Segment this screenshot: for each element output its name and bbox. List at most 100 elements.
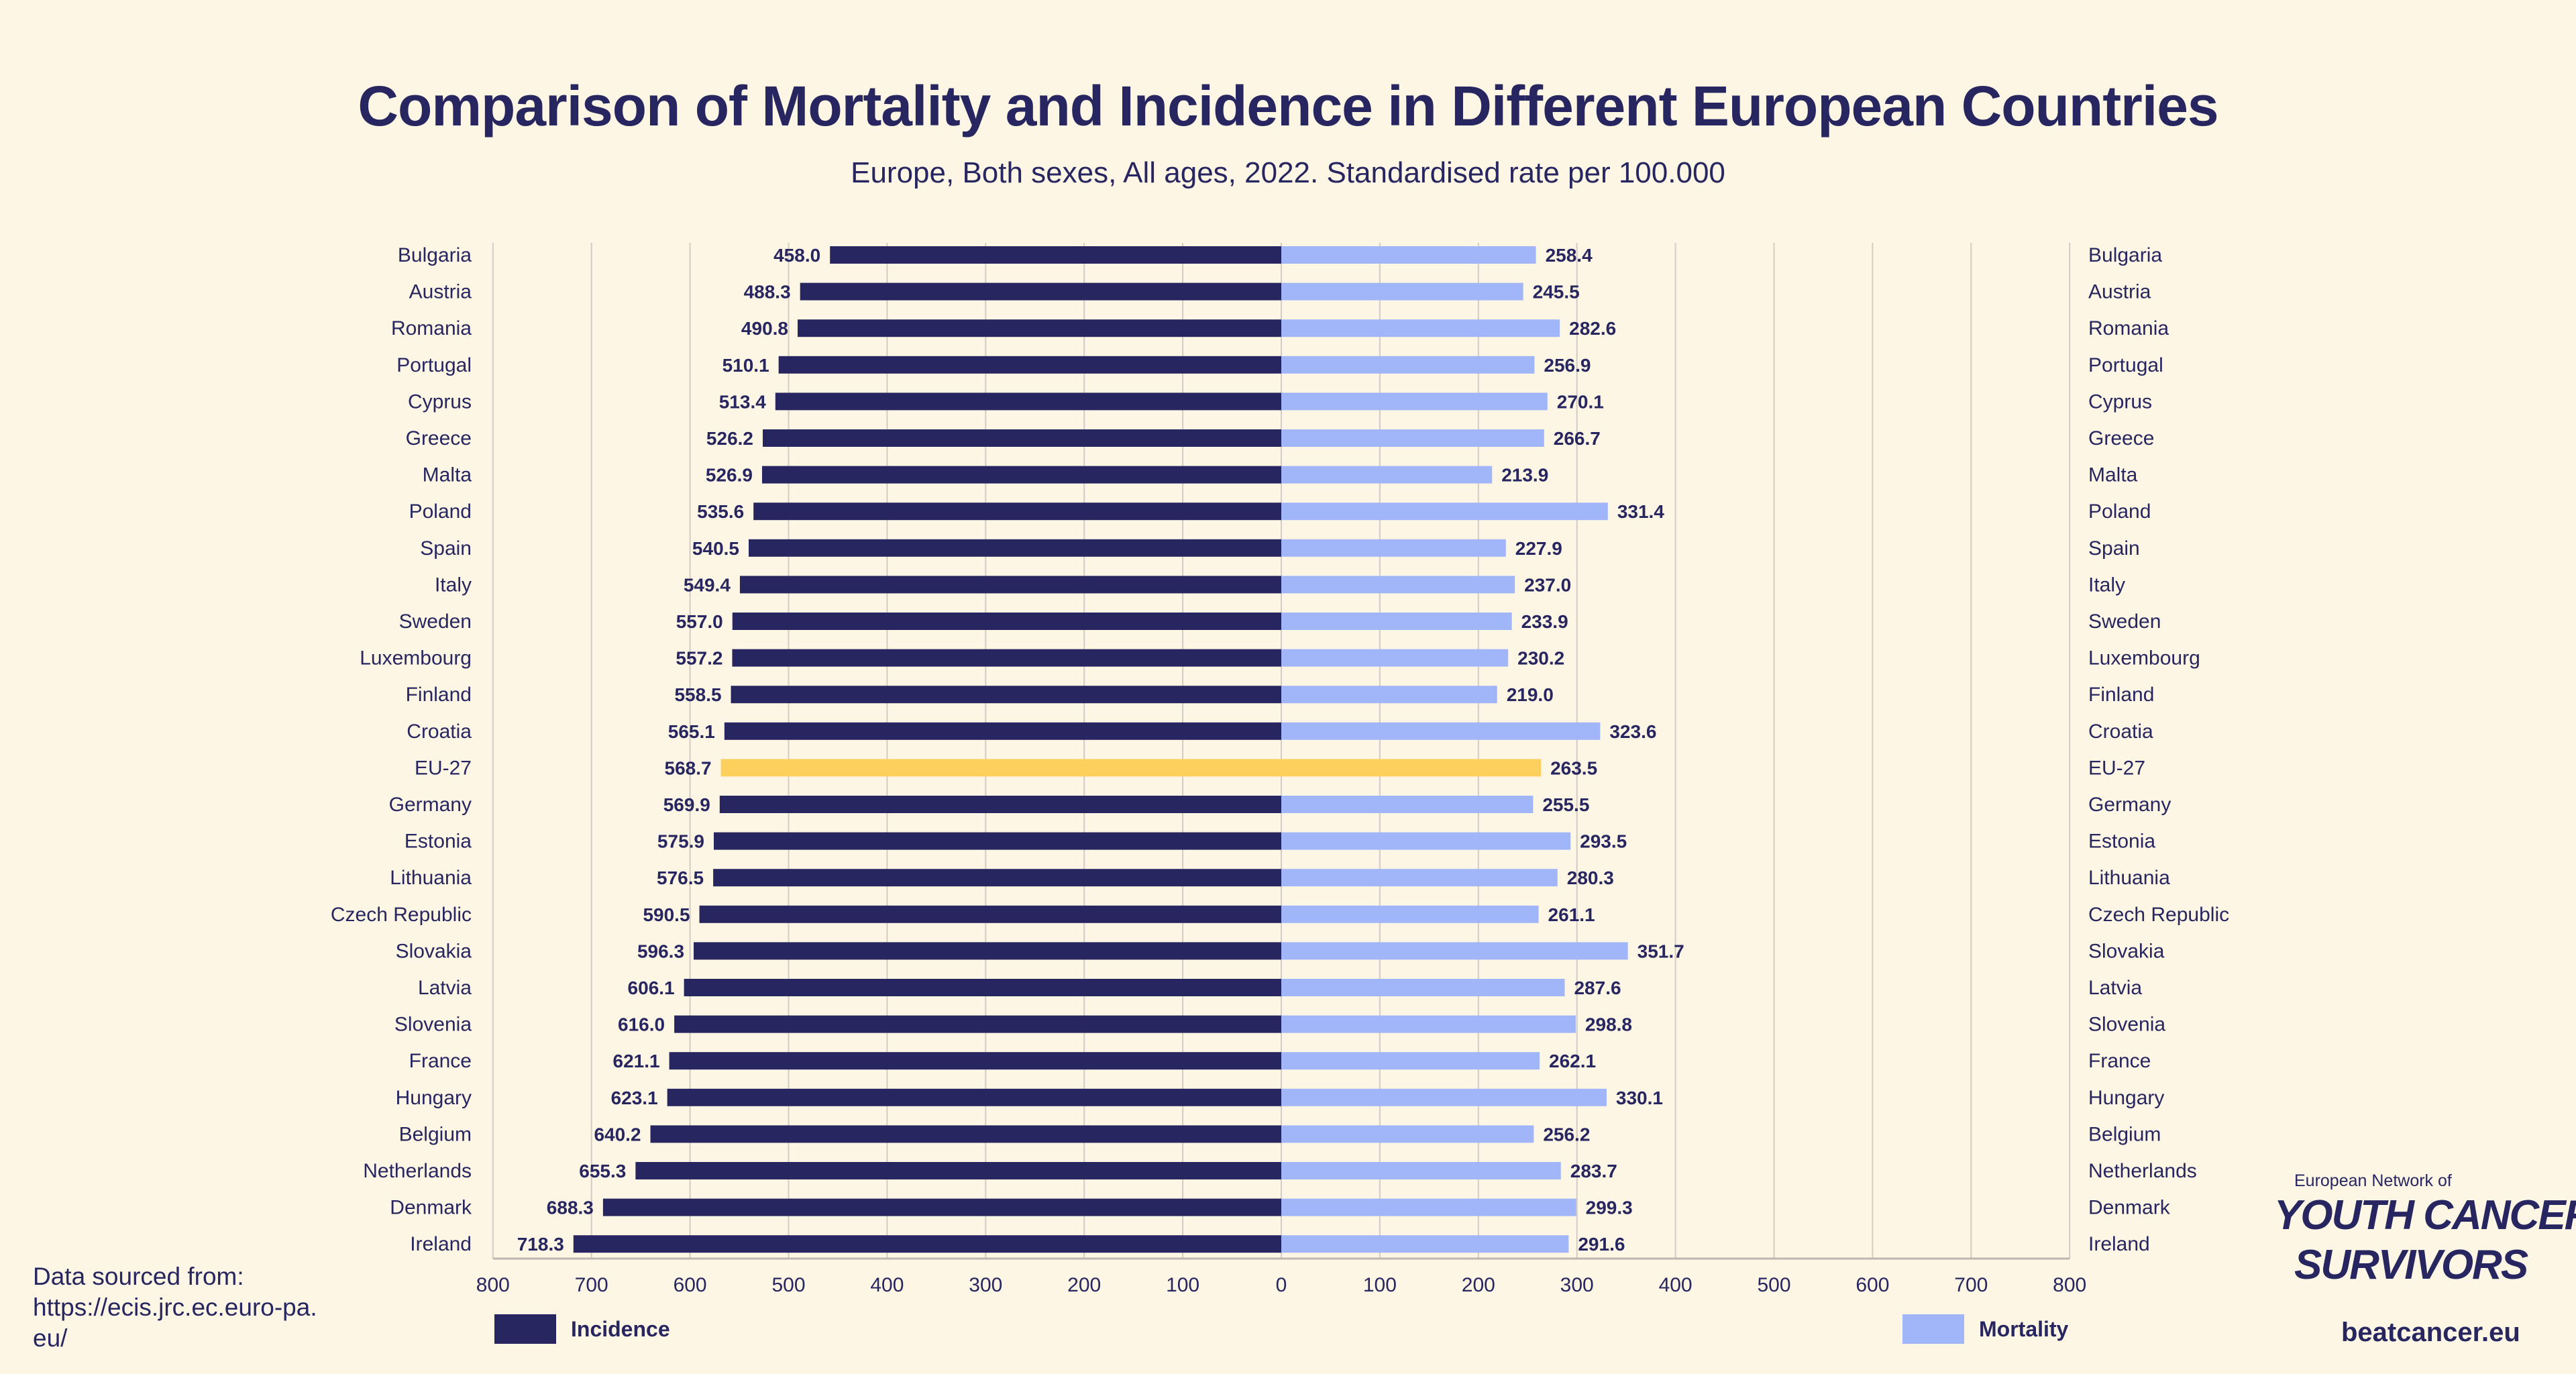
mortality-bar (1281, 1162, 1561, 1179)
mortality-value-label: 270.1 (1557, 391, 1604, 412)
x-tick-label: 600 (1856, 1274, 1889, 1296)
source-link[interactable]: https://ecis.jrc.ec.euro-pa.eu/ (33, 1293, 317, 1352)
mortality-bar (1281, 832, 1571, 850)
incidence-value-label: 549.4 (684, 574, 731, 595)
incidence-value-label: 688.3 (547, 1198, 594, 1218)
logo-line2: SURVIVORS (2294, 1242, 2528, 1288)
country-label-left: Germany (389, 794, 472, 816)
incidence-value-label: 623.1 (611, 1088, 658, 1108)
incidence-bar (635, 1162, 1281, 1179)
country-label-left: Finland (406, 684, 472, 706)
mortality-bar (1281, 942, 1628, 960)
incidence-value-label: 565.1 (668, 721, 715, 742)
incidence-value-label: 535.6 (697, 501, 744, 522)
country-label-left: Austria (409, 281, 472, 303)
country-label-right: EU-27 (2088, 757, 2145, 779)
incidence-value-label: 590.5 (643, 904, 690, 925)
mortality-value-label: 233.9 (1521, 611, 1568, 632)
country-label-right: Estonia (2088, 831, 2155, 853)
country-label-right: Portugal (2088, 354, 2163, 376)
incidence-bar (602, 1198, 1281, 1216)
country-label-left: Hungary (396, 1087, 472, 1109)
country-label-left: Poland (409, 500, 472, 523)
country-label-right: Hungary (2088, 1087, 2164, 1109)
incidence-value-label: 621.1 (613, 1051, 660, 1071)
legend-swatch-incidence (494, 1314, 556, 1344)
mortality-bar (1281, 246, 1536, 264)
logo-line1: YOUTH CANCER (2274, 1192, 2576, 1238)
country-label-right: Austria (2088, 281, 2151, 303)
mortality-value-label: 256.2 (1543, 1124, 1590, 1145)
country-label-right: Lithuania (2088, 867, 2170, 889)
country-label-right: Poland (2088, 500, 2151, 523)
source-label: Data sourced from: (33, 1263, 244, 1290)
country-label-right: Greece (2088, 427, 2154, 450)
country-label-left: Estonia (405, 831, 472, 853)
incidence-value-label: 526.9 (706, 465, 753, 486)
country-label-right: France (2088, 1050, 2151, 1072)
mortality-bar (1281, 613, 1512, 630)
mortality-value-label: 255.5 (1542, 794, 1589, 815)
incidence-value-label: 569.9 (663, 794, 710, 815)
mortality-value-label: 293.5 (1580, 831, 1627, 852)
country-label-left: Romania (391, 317, 472, 339)
incidence-bar (713, 869, 1281, 887)
country-label-left: Greece (406, 427, 472, 450)
incidence-bar (714, 832, 1281, 850)
country-label-left: Malta (423, 464, 472, 486)
country-label-right: Cyprus (2088, 390, 2152, 413)
incidence-bar (699, 905, 1281, 923)
country-label-right: Germany (2088, 794, 2171, 816)
mortality-value-label: 283.7 (1570, 1161, 1617, 1181)
mortality-value-label: 230.2 (1517, 648, 1564, 669)
mortality-value-label: 287.6 (1574, 977, 1621, 998)
country-label-left: Slovenia (394, 1014, 472, 1036)
mortality-value-label: 261.1 (1548, 904, 1595, 925)
incidence-bar (775, 392, 1281, 411)
country-label-right: Luxembourg (2088, 647, 2200, 670)
website-link[interactable]: beatcancer.eu (2341, 1318, 2520, 1347)
mortality-value-label: 331.4 (1617, 501, 1664, 522)
incidence-bar (749, 539, 1281, 557)
mortality-value-label: 219.0 (1507, 684, 1554, 705)
mortality-bar (1281, 759, 1542, 777)
mortality-bar (1281, 1125, 1534, 1143)
country-label-right: Latvia (2088, 977, 2142, 999)
incidence-value-label: 513.4 (719, 391, 766, 412)
x-tick-label: 500 (771, 1274, 805, 1296)
incidence-bar (667, 1088, 1281, 1106)
country-label-right: Spain (2088, 537, 2140, 560)
incidence-value-label: 558.5 (674, 684, 721, 705)
incidence-value-label: 568.7 (665, 757, 712, 778)
mortality-bar (1281, 282, 1523, 301)
mortality-value-label: 263.5 (1550, 757, 1597, 778)
incidence-value-label: 606.1 (628, 977, 675, 998)
country-label-right: Czech Republic (2088, 904, 2229, 926)
mortality-value-label: 351.7 (1638, 941, 1684, 961)
x-tick-label: 800 (476, 1274, 510, 1296)
mortality-value-label: 330.1 (1616, 1088, 1663, 1108)
incidence-bar (732, 649, 1281, 667)
x-tick-label: 300 (1560, 1274, 1594, 1296)
mortality-bar (1281, 1088, 1607, 1106)
country-label-left: Slovakia (396, 940, 472, 962)
country-label-left: Luxembourg (360, 647, 472, 670)
incidence-value-label: 526.2 (706, 428, 753, 449)
country-label-left: Italy (435, 574, 472, 596)
incidence-value-label: 510.1 (722, 355, 769, 376)
incidence-bar (674, 1015, 1281, 1033)
incidence-value-label: 596.3 (637, 941, 684, 961)
country-label-right: Netherlands (2088, 1160, 2197, 1182)
legend-incidence: Incidence (494, 1314, 670, 1344)
mortality-value-label: 266.7 (1554, 428, 1601, 449)
country-label-right: Ireland (2088, 1233, 2150, 1255)
mortality-value-label: 258.4 (1546, 245, 1593, 266)
country-label-right: Sweden (2088, 611, 2161, 633)
legend-swatch-mortality (1902, 1314, 1964, 1344)
x-tick-label: 100 (1363, 1274, 1397, 1296)
incidence-bar (669, 1052, 1281, 1070)
x-tick-label: 700 (1954, 1274, 1988, 1296)
country-label-left: Latvia (418, 977, 472, 999)
mortality-bar (1281, 649, 1509, 667)
